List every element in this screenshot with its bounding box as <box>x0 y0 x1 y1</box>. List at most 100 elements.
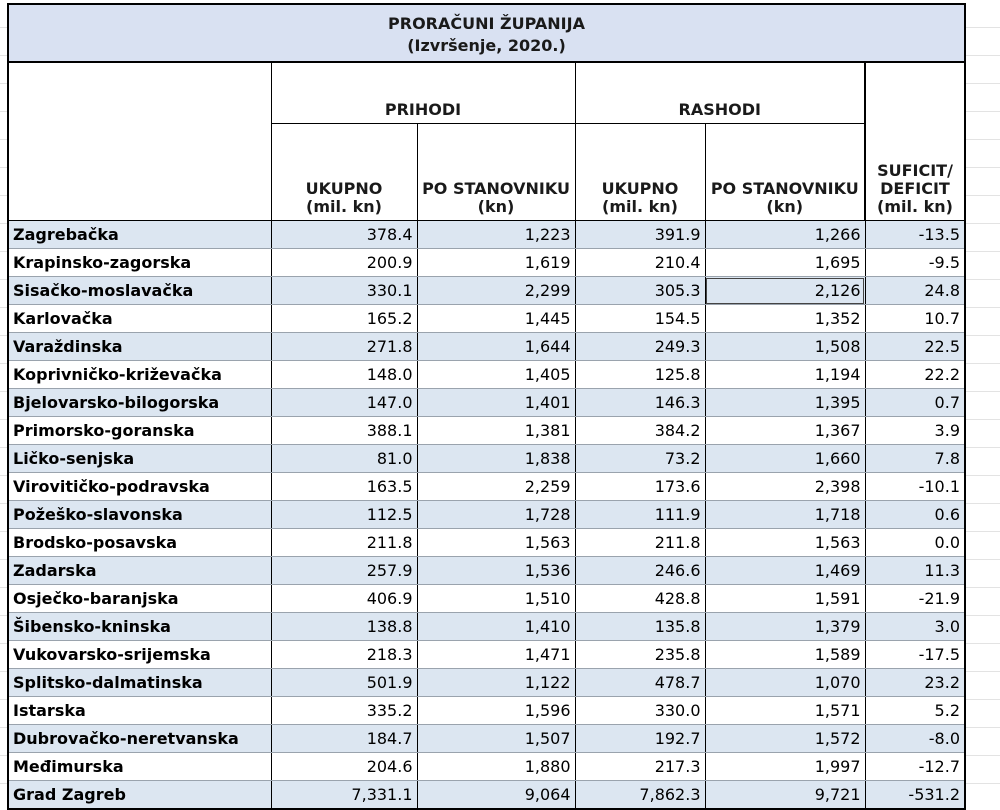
county-name-cell[interactable]: Ličko-senjska <box>7 444 272 473</box>
rashodi-po-stanovniku-cell[interactable]: 1,070 <box>704 668 866 697</box>
prihodi-po-stanovniku-cell[interactable]: 1,644 <box>416 332 576 361</box>
rashodi-ukupno-cell[interactable]: 384.2 <box>574 416 706 445</box>
county-name-cell[interactable]: Splitsko-dalmatinska <box>7 668 272 697</box>
rashodi-ukupno-cell[interactable]: 111.9 <box>574 500 706 529</box>
rashodi-ukupno-cell[interactable]: 7,862.3 <box>574 780 706 810</box>
rashodi-ukupno-cell[interactable]: 192.7 <box>574 724 706 753</box>
county-name-cell[interactable]: Dubrovačko-neretvanska <box>7 724 272 753</box>
rashodi-po-stanovniku-cell[interactable]: 1,508 <box>704 332 866 361</box>
rashodi-po-stanovniku-cell[interactable]: 1,591 <box>704 584 866 613</box>
rashodi-ukupno-cell[interactable]: 210.4 <box>574 248 706 277</box>
suficit-deficit-cell[interactable]: 3.0 <box>864 612 966 641</box>
prihodi-ukupno-cell[interactable]: 148.0 <box>270 360 418 389</box>
prihodi-po-stanovniku-cell[interactable]: 1,405 <box>416 360 576 389</box>
suficit-deficit-cell[interactable]: 3.9 <box>864 416 966 445</box>
prihodi-ukupno-cell[interactable]: 335.2 <box>270 696 418 725</box>
rashodi-po-stanovniku-cell[interactable]: 1,572 <box>704 724 866 753</box>
rashodi-po-stanovniku-cell[interactable]: 2,126 <box>704 276 866 305</box>
county-name-cell[interactable]: Vukovarsko-srijemska <box>7 640 272 669</box>
prihodi-po-stanovniku-cell[interactable]: 1,471 <box>416 640 576 669</box>
rashodi-ukupno-cell[interactable]: 249.3 <box>574 332 706 361</box>
prihodi-ukupno-cell[interactable]: 218.3 <box>270 640 418 669</box>
county-name-cell[interactable]: Bjelovarsko-bilogorska <box>7 388 272 417</box>
rashodi-ukupno-cell[interactable]: 478.7 <box>574 668 706 697</box>
prihodi-po-stanovniku-cell[interactable]: 1,122 <box>416 668 576 697</box>
header-rashodi-ukupno[interactable]: UKUPNO (mil. kn) <box>574 123 706 221</box>
county-name-cell[interactable]: Zadarska <box>7 556 272 585</box>
prihodi-ukupno-cell[interactable]: 406.9 <box>270 584 418 613</box>
rashodi-ukupno-cell[interactable]: 146.3 <box>574 388 706 417</box>
suficit-deficit-cell[interactable]: -9.5 <box>864 248 966 277</box>
suficit-deficit-cell[interactable]: 23.2 <box>864 668 966 697</box>
rashodi-ukupno-cell[interactable]: 217.3 <box>574 752 706 781</box>
suficit-deficit-cell[interactable]: 5.2 <box>864 696 966 725</box>
rashodi-ukupno-cell[interactable]: 330.0 <box>574 696 706 725</box>
rashodi-ukupno-cell[interactable]: 73.2 <box>574 444 706 473</box>
prihodi-po-stanovniku-cell[interactable]: 9,064 <box>416 780 576 810</box>
rashodi-po-stanovniku-cell[interactable]: 1,395 <box>704 388 866 417</box>
prihodi-ukupno-cell[interactable]: 163.5 <box>270 472 418 501</box>
prihodi-po-stanovniku-cell[interactable]: 2,259 <box>416 472 576 501</box>
rashodi-po-stanovniku-cell[interactable]: 1,660 <box>704 444 866 473</box>
prihodi-po-stanovniku-cell[interactable]: 1,728 <box>416 500 576 529</box>
county-name-cell[interactable]: Osječko-baranjska <box>7 584 272 613</box>
suficit-deficit-cell[interactable]: 10.7 <box>864 304 966 333</box>
rashodi-po-stanovniku-cell[interactable]: 1,589 <box>704 640 866 669</box>
prihodi-ukupno-cell[interactable]: 184.7 <box>270 724 418 753</box>
prihodi-po-stanovniku-cell[interactable]: 1,563 <box>416 528 576 557</box>
prihodi-ukupno-cell[interactable]: 501.9 <box>270 668 418 697</box>
prihodi-po-stanovniku-cell[interactable]: 1,410 <box>416 612 576 641</box>
prihodi-ukupno-cell[interactable]: 165.2 <box>270 304 418 333</box>
rashodi-po-stanovniku-cell[interactable]: 1,194 <box>704 360 866 389</box>
rashodi-po-stanovniku-cell[interactable]: 1,563 <box>704 528 866 557</box>
header-blank-cell[interactable] <box>7 61 272 221</box>
rashodi-po-stanovniku-cell[interactable]: 2,398 <box>704 472 866 501</box>
prihodi-ukupno-cell[interactable]: 81.0 <box>270 444 418 473</box>
prihodi-po-stanovniku-cell[interactable]: 2,299 <box>416 276 576 305</box>
prihodi-ukupno-cell[interactable]: 378.4 <box>270 220 418 249</box>
header-rashodi-po-stanovniku[interactable]: PO STANOVNIKU (kn) <box>704 123 866 221</box>
county-name-cell[interactable]: Požeško-slavonska <box>7 500 272 529</box>
prihodi-ukupno-cell[interactable]: 138.8 <box>270 612 418 641</box>
prihodi-po-stanovniku-cell[interactable]: 1,880 <box>416 752 576 781</box>
rashodi-po-stanovniku-cell[interactable]: 1,997 <box>704 752 866 781</box>
county-name-cell[interactable]: Primorsko-goranska <box>7 416 272 445</box>
rashodi-ukupno-cell[interactable]: 246.6 <box>574 556 706 585</box>
rashodi-po-stanovniku-cell[interactable]: 1,367 <box>704 416 866 445</box>
rashodi-po-stanovniku-cell[interactable]: 1,379 <box>704 612 866 641</box>
rashodi-ukupno-cell[interactable]: 211.8 <box>574 528 706 557</box>
prihodi-po-stanovniku-cell[interactable]: 1,381 <box>416 416 576 445</box>
suficit-deficit-cell[interactable]: -10.1 <box>864 472 966 501</box>
rashodi-po-stanovniku-cell[interactable]: 1,469 <box>704 556 866 585</box>
suficit-deficit-cell[interactable]: 7.8 <box>864 444 966 473</box>
suficit-deficit-cell[interactable]: -8.0 <box>864 724 966 753</box>
rashodi-po-stanovniku-cell[interactable]: 9,721 <box>704 780 866 810</box>
county-name-cell[interactable]: Varaždinska <box>7 332 272 361</box>
rashodi-ukupno-cell[interactable]: 125.8 <box>574 360 706 389</box>
prihodi-ukupno-cell[interactable]: 330.1 <box>270 276 418 305</box>
prihodi-ukupno-cell[interactable]: 204.6 <box>270 752 418 781</box>
suficit-deficit-cell[interactable]: 24.8 <box>864 276 966 305</box>
suficit-deficit-cell[interactable]: -13.5 <box>864 220 966 249</box>
table-title-cell[interactable]: PRORAČUNI ŽUPANIJA (Izvršenje, 2020.) <box>7 3 966 63</box>
rashodi-po-stanovniku-cell[interactable]: 1,352 <box>704 304 866 333</box>
rashodi-ukupno-cell[interactable]: 173.6 <box>574 472 706 501</box>
county-name-cell[interactable]: Zagrebačka <box>7 220 272 249</box>
suficit-deficit-cell[interactable]: 11.3 <box>864 556 966 585</box>
county-name-cell[interactable]: Koprivničko-križevačka <box>7 360 272 389</box>
prihodi-ukupno-cell[interactable]: 257.9 <box>270 556 418 585</box>
county-name-cell[interactable]: Šibensko-kninska <box>7 612 272 641</box>
rashodi-po-stanovniku-cell[interactable]: 1,571 <box>704 696 866 725</box>
rashodi-po-stanovniku-cell[interactable]: 1,695 <box>704 248 866 277</box>
suficit-deficit-cell[interactable]: 22.5 <box>864 332 966 361</box>
county-name-cell[interactable]: Brodsko-posavska <box>7 528 272 557</box>
rashodi-ukupno-cell[interactable]: 135.8 <box>574 612 706 641</box>
rashodi-po-stanovniku-cell[interactable]: 1,718 <box>704 500 866 529</box>
rashodi-ukupno-cell[interactable]: 428.8 <box>574 584 706 613</box>
prihodi-po-stanovniku-cell[interactable]: 1,223 <box>416 220 576 249</box>
prihodi-ukupno-cell[interactable]: 200.9 <box>270 248 418 277</box>
prihodi-ukupno-cell[interactable]: 388.1 <box>270 416 418 445</box>
suficit-deficit-cell[interactable]: 0.7 <box>864 388 966 417</box>
prihodi-po-stanovniku-cell[interactable]: 1,445 <box>416 304 576 333</box>
suficit-deficit-cell[interactable]: -12.7 <box>864 752 966 781</box>
